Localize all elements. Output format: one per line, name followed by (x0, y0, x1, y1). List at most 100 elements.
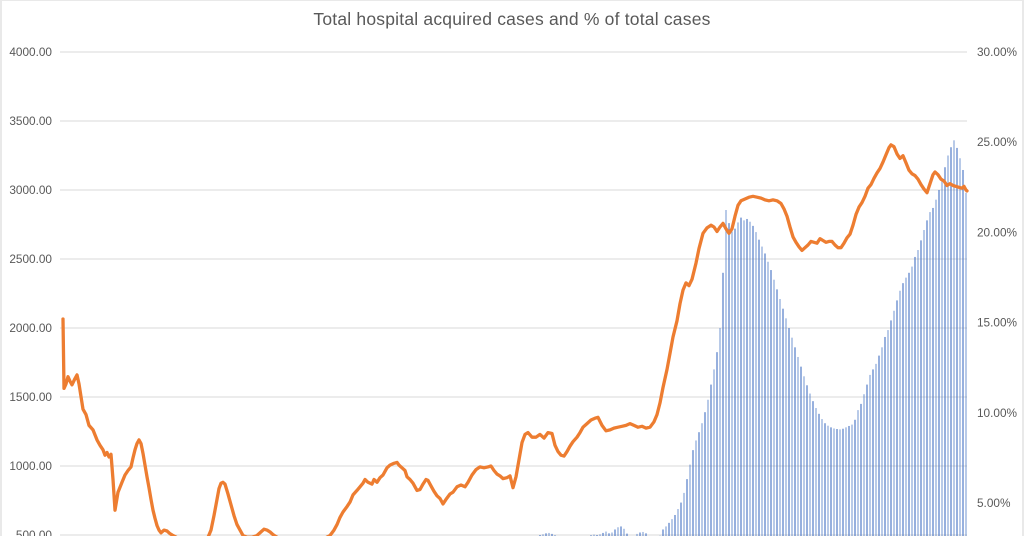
bar (929, 212, 931, 536)
bar (677, 509, 679, 536)
bar (722, 272, 724, 536)
bar (776, 289, 778, 536)
bar (701, 423, 703, 536)
bar (716, 352, 718, 536)
right-axis-tick-label: 10.00% (977, 406, 1018, 420)
bar (911, 266, 913, 536)
bar (773, 279, 775, 536)
bar (953, 140, 955, 536)
bar (758, 239, 760, 536)
bar (626, 533, 628, 536)
bar (710, 384, 712, 536)
bar (788, 328, 790, 536)
bar (959, 158, 961, 536)
bar (926, 220, 928, 536)
bar (875, 363, 877, 536)
bar (740, 217, 742, 536)
left-axis-tick-label: 3500.00 (9, 114, 52, 128)
bar (893, 310, 895, 536)
bar (767, 261, 769, 536)
bar (680, 502, 682, 536)
bar (947, 155, 949, 536)
bar (662, 529, 664, 536)
left-axis-tick-label: 500.00 (16, 528, 53, 536)
bar (752, 225, 754, 536)
bar (755, 232, 757, 536)
bar (944, 167, 946, 536)
bar (884, 336, 886, 536)
bar (545, 533, 547, 536)
bar (728, 223, 730, 536)
left-axis-tick-label: 2500.00 (9, 252, 52, 266)
bar (899, 290, 901, 536)
bar (827, 425, 829, 536)
bar (602, 532, 604, 536)
bar (812, 401, 814, 536)
bar (764, 253, 766, 536)
bar (639, 532, 641, 536)
bar (695, 440, 697, 536)
bar (623, 528, 625, 536)
bar (839, 429, 841, 536)
bar (692, 450, 694, 536)
bar (842, 428, 844, 536)
window-edge-top (0, 0, 1024, 1)
bar (794, 347, 796, 536)
bar (770, 270, 772, 536)
bar (818, 413, 820, 536)
bar (857, 410, 859, 536)
bar (815, 408, 817, 536)
bar (761, 246, 763, 536)
bar (719, 328, 721, 536)
bar (809, 393, 811, 536)
bar (731, 231, 733, 536)
bar (707, 399, 709, 536)
bar (698, 432, 700, 536)
bar (800, 366, 802, 536)
bar (938, 190, 940, 536)
bar (671, 519, 673, 536)
bar (923, 230, 925, 536)
bar (785, 318, 787, 536)
bar (917, 250, 919, 536)
bar (950, 147, 952, 536)
bar (704, 412, 706, 536)
bar (821, 419, 823, 536)
left-axis-tick-label: 1000.00 (9, 459, 52, 473)
bar (851, 424, 853, 536)
window-edge-left (0, 0, 2, 536)
bar (830, 427, 832, 536)
bar (878, 355, 880, 536)
bar (593, 534, 595, 536)
bar (905, 277, 907, 536)
bar (833, 428, 835, 536)
right-axis-tick-label: 30.00% (977, 45, 1018, 59)
bar (797, 356, 799, 536)
bar (668, 522, 670, 536)
bar (548, 532, 550, 536)
bar (642, 531, 644, 536)
bar (683, 492, 685, 536)
bar (896, 300, 898, 536)
bar (779, 299, 781, 536)
bar (713, 369, 715, 536)
left-axis-tick-label: 4000.00 (9, 45, 52, 59)
bar (860, 403, 862, 536)
left-axis-tick-label: 1500.00 (9, 390, 52, 404)
bar (608, 533, 610, 536)
bar (848, 425, 850, 536)
bar (854, 419, 856, 536)
bar (824, 423, 826, 536)
bar (941, 178, 943, 536)
bar (605, 531, 607, 536)
bar (803, 376, 805, 536)
window-edge-right (1022, 0, 1024, 536)
bar (956, 147, 958, 536)
bar (806, 385, 808, 536)
bar (902, 283, 904, 536)
bar (872, 369, 874, 536)
right-axis-tick-label: 15.00% (977, 316, 1018, 330)
bar (725, 210, 727, 536)
